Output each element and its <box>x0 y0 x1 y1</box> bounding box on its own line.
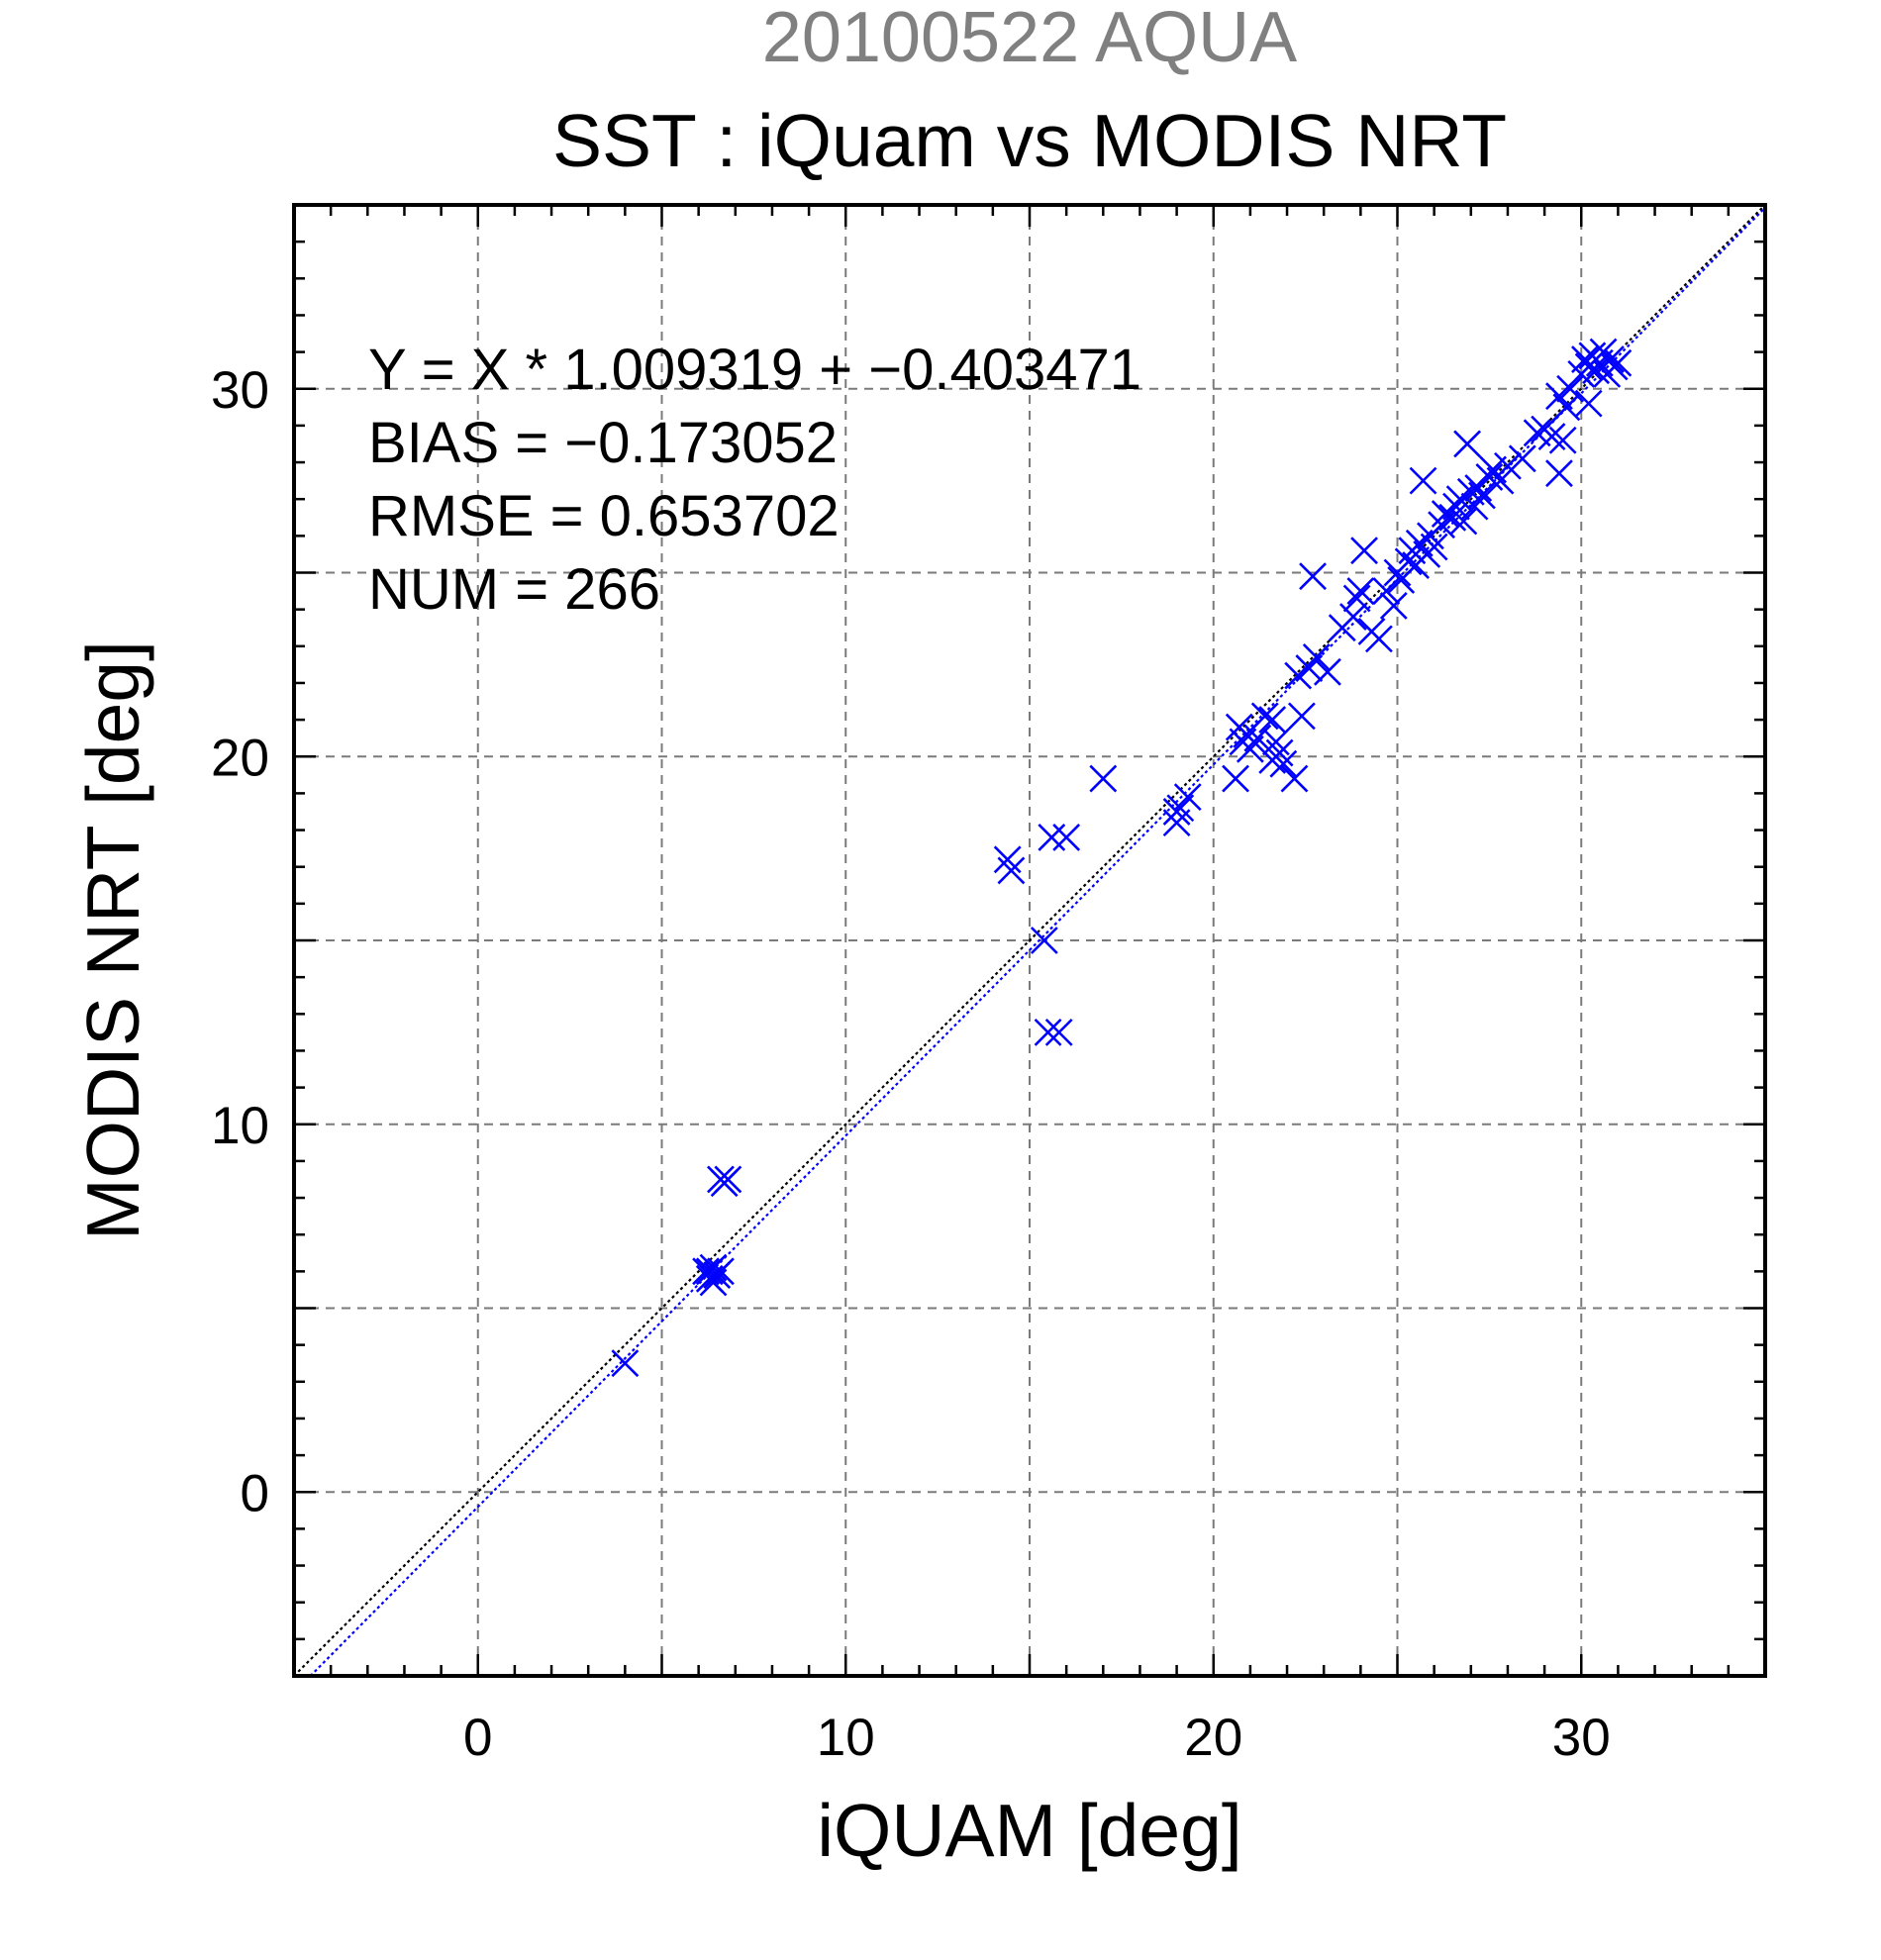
stats-bias: BIAS = −0.173052 <box>368 411 838 475</box>
data-point <box>1545 459 1573 488</box>
data-point <box>1475 462 1504 491</box>
data-point <box>1379 592 1408 620</box>
data-point <box>1313 657 1341 686</box>
y-tick-label: 30 <box>211 361 269 420</box>
reference-lines <box>293 204 1766 1677</box>
data-point <box>611 1349 640 1378</box>
data-point <box>993 845 1022 874</box>
data-point <box>1089 764 1118 793</box>
data-point <box>1508 444 1536 473</box>
data-point <box>1044 1018 1073 1046</box>
one-to-one-line <box>293 204 1766 1677</box>
data-point <box>1265 738 1294 767</box>
data-point <box>1302 643 1331 671</box>
data-point <box>1548 426 1577 454</box>
plot-frame <box>292 203 1767 1678</box>
data-point <box>1342 584 1371 613</box>
data-point <box>1556 374 1585 403</box>
data-point <box>1346 577 1375 605</box>
data-point <box>1258 706 1287 735</box>
data-point <box>1287 702 1316 731</box>
data-point <box>1420 533 1448 561</box>
data-points <box>611 338 1633 1378</box>
data-point <box>1486 466 1515 495</box>
data-point <box>1449 507 1478 536</box>
data-point <box>1552 393 1581 422</box>
y-tick-label: 10 <box>211 1097 269 1155</box>
y-tick-label: 0 <box>241 1464 269 1522</box>
data-point <box>1365 625 1393 653</box>
data-point <box>714 1165 742 1194</box>
x-tick-label: 30 <box>1552 1709 1611 1767</box>
chart-title: SST : iQuam vs MODIS NRT <box>552 99 1507 182</box>
data-point <box>1453 430 1482 458</box>
data-point <box>1494 451 1522 480</box>
data-point <box>707 1165 735 1194</box>
stats-annotation: Y = X * 1.009319 + −0.403471 BIAS = −0.1… <box>368 338 1141 622</box>
x-tick-label: 10 <box>817 1709 875 1767</box>
data-point <box>997 856 1026 885</box>
data-point <box>1299 562 1327 591</box>
y-tick-label: 20 <box>211 729 269 787</box>
data-point <box>1269 749 1298 778</box>
chart-sup-title: 20100522 AQUA <box>762 0 1297 77</box>
grid <box>294 205 1765 1676</box>
data-point <box>1438 503 1467 532</box>
data-point <box>1604 348 1633 377</box>
data-point <box>695 1257 724 1286</box>
data-point <box>1243 724 1272 752</box>
data-point <box>1582 356 1611 385</box>
data-point <box>1030 927 1058 954</box>
data-point <box>1280 764 1309 793</box>
y-axis-label: MODIS NRT [deg] <box>71 640 154 1240</box>
data-point <box>1173 783 1202 812</box>
data-point <box>1261 728 1290 756</box>
data-point <box>1339 603 1367 631</box>
x-tick-label: 20 <box>1184 1709 1242 1767</box>
data-point <box>1052 824 1081 851</box>
data-point <box>1350 537 1378 565</box>
x-axis-label: iQUAM [deg] <box>817 1789 1241 1872</box>
data-point <box>1250 702 1279 731</box>
x-tick-label: 0 <box>463 1709 492 1767</box>
data-point <box>1034 1018 1062 1046</box>
data-point <box>1574 389 1603 418</box>
data-point <box>1372 577 1401 605</box>
data-point <box>1409 466 1437 495</box>
data-point <box>1597 345 1625 373</box>
stats-fit-equation: Y = X * 1.009319 + −0.403471 <box>368 338 1141 402</box>
data-point <box>699 1268 728 1297</box>
data-point <box>1394 547 1423 576</box>
stats-rmse: RMSE = 0.653702 <box>368 484 840 548</box>
data-point <box>1038 824 1066 851</box>
data-point <box>1468 481 1496 510</box>
data-point <box>1537 423 1566 450</box>
data-point <box>1222 764 1249 793</box>
data-point <box>1225 713 1253 741</box>
data-point <box>1162 798 1191 826</box>
stats-num: NUM = 266 <box>368 557 660 622</box>
